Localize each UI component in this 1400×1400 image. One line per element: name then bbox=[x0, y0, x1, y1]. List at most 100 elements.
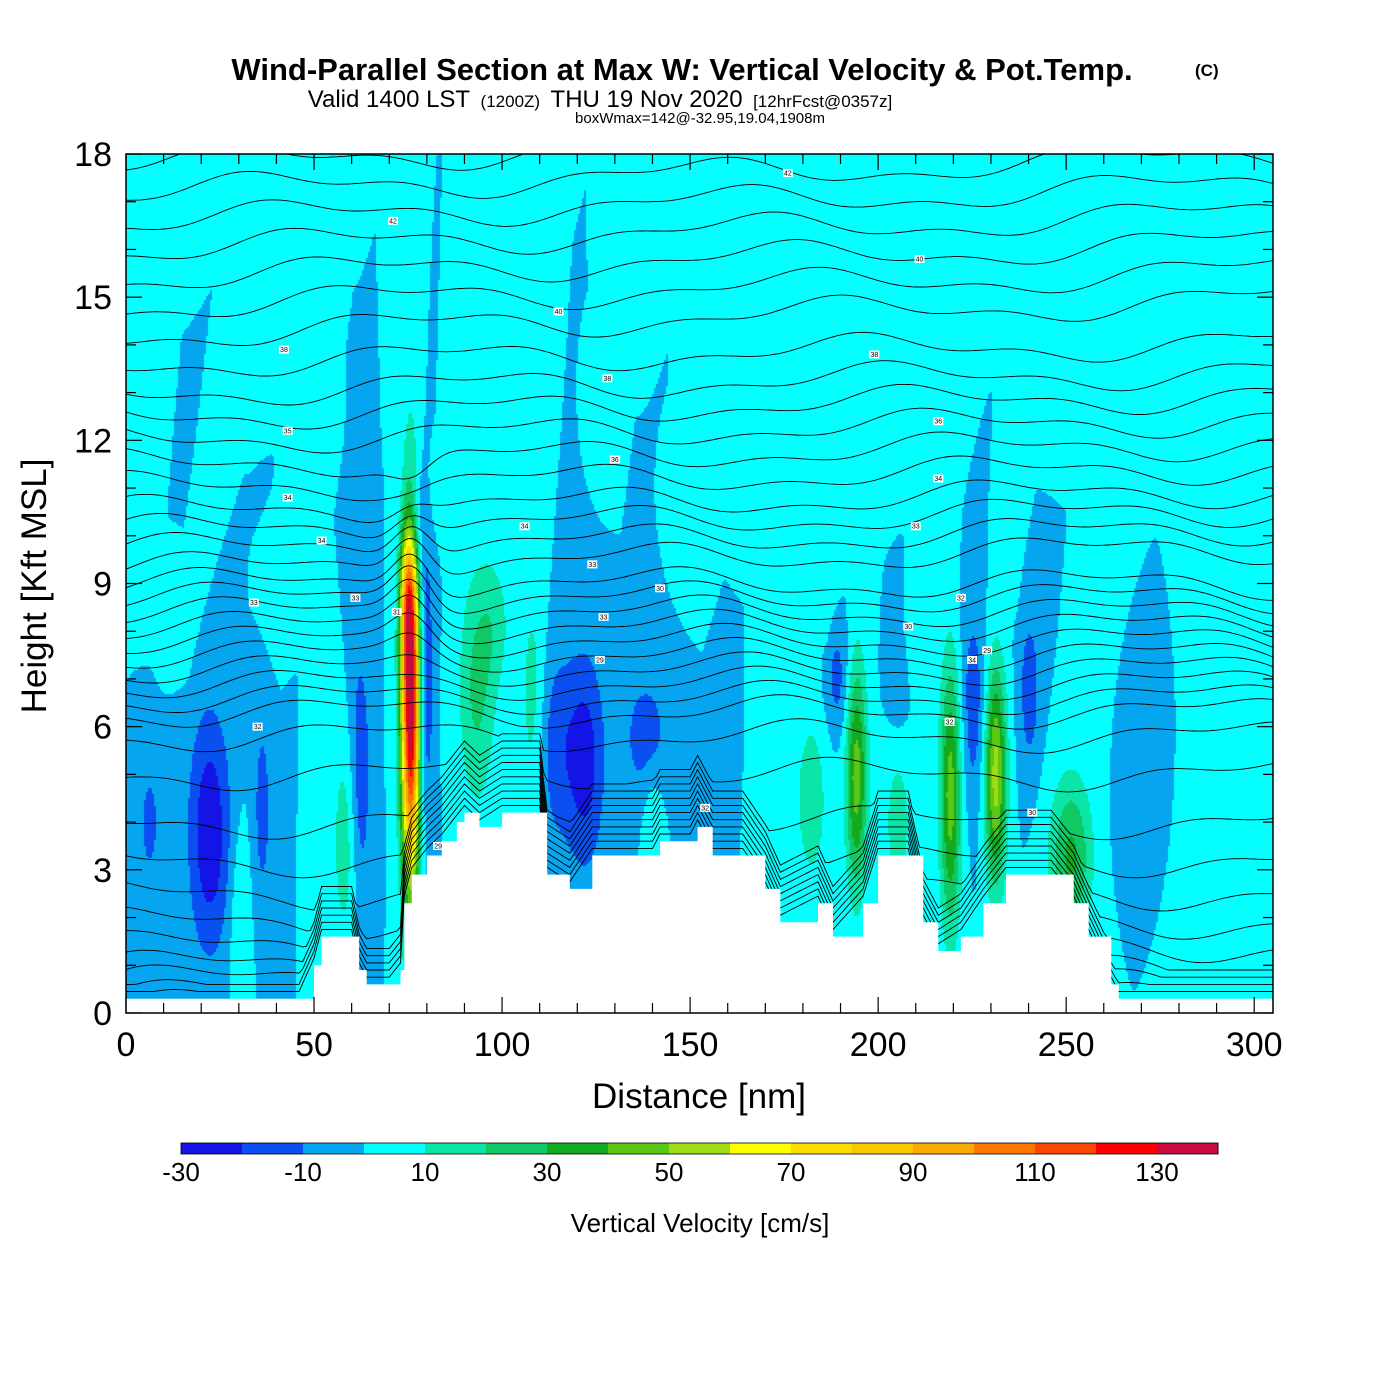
valid-time-subtitle: Valid 1400 LST (1200Z) THU 19 Nov 2020 [… bbox=[308, 86, 892, 113]
contour-label: 30 bbox=[656, 586, 664, 593]
contour-label: 29 bbox=[434, 843, 442, 850]
contour-label: 32 bbox=[254, 724, 262, 731]
contour-label: 29 bbox=[596, 657, 604, 664]
colorbar-swatch bbox=[303, 1143, 365, 1154]
contour-label-bg bbox=[388, 216, 399, 225]
contour-label: 42 bbox=[389, 218, 397, 225]
contour-label: 38 bbox=[870, 352, 878, 359]
isentrope-line bbox=[126, 455, 1273, 502]
colorbar-tick-label: 130 bbox=[1135, 1157, 1178, 1187]
valid-time-utc: (1200Z) bbox=[481, 92, 541, 111]
contour-label-bg bbox=[598, 612, 609, 621]
potential-temperature-contours bbox=[126, 154, 1273, 992]
contour-label: 32 bbox=[701, 805, 709, 812]
contour-label: 34 bbox=[521, 524, 529, 531]
colorbar-swatch bbox=[486, 1143, 548, 1154]
colorbar-swatch bbox=[608, 1143, 670, 1154]
contour-label-bg bbox=[433, 841, 444, 850]
contour-label: 34 bbox=[284, 495, 292, 502]
copyright-mark: (C) bbox=[1195, 61, 1219, 80]
colorbar-swatch bbox=[1157, 1143, 1219, 1154]
contour-label: 33 bbox=[912, 524, 920, 531]
isentrope-line bbox=[126, 632, 1273, 673]
isentrope-line bbox=[126, 594, 1273, 645]
contour-label: 29 bbox=[983, 648, 991, 655]
isentrope-line bbox=[126, 154, 817, 171]
contour-label-bg bbox=[1027, 808, 1038, 817]
contour-label-bg bbox=[903, 622, 914, 631]
isentrope-line bbox=[126, 260, 1273, 318]
isentrope-line bbox=[126, 331, 1273, 377]
isentrope-line bbox=[126, 383, 1273, 430]
colorbar: -30 -10 10 30 50 70 90 110 130 bbox=[162, 1142, 1219, 1187]
isentrope-line bbox=[126, 553, 1273, 601]
colorbar-tick-label: 10 bbox=[411, 1157, 440, 1187]
colorbar-swatch bbox=[791, 1143, 853, 1154]
isentrope-line bbox=[126, 783, 1273, 971]
contour-label: 35 bbox=[284, 428, 292, 435]
contour-label-bg bbox=[519, 522, 530, 531]
colorbar-tick-label: -10 bbox=[284, 1157, 322, 1187]
x-tick-label: 300 bbox=[1226, 1026, 1283, 1064]
valid-time-prefix: Valid 1400 LST bbox=[308, 86, 471, 113]
contour-label-bg bbox=[700, 803, 711, 812]
contour-label: 38 bbox=[603, 376, 611, 383]
contour-label-bg bbox=[967, 655, 978, 664]
contour-label: 33 bbox=[352, 595, 360, 602]
contour-label-bg bbox=[869, 350, 880, 359]
x-tick-label: 50 bbox=[295, 1026, 333, 1064]
contour-label-bg bbox=[602, 374, 613, 383]
contour-label: 30 bbox=[1028, 810, 1036, 817]
box-max-info: boxWmax=142@-32.95,19.04,1908m bbox=[575, 110, 825, 127]
contour-label: 42 bbox=[784, 171, 792, 178]
contour-label: 30 bbox=[904, 624, 912, 631]
contour-label: 36 bbox=[611, 457, 619, 464]
contour-label-bg bbox=[955, 593, 966, 602]
contour-label: 33 bbox=[250, 600, 258, 607]
isentrope-line bbox=[126, 154, 1273, 201]
isentrope-line bbox=[126, 776, 1273, 964]
contour-label-bg bbox=[248, 598, 259, 607]
isentrope-line bbox=[126, 768, 1273, 940]
y-tick-label: 15 bbox=[74, 279, 112, 317]
isentrope-line bbox=[126, 679, 1273, 716]
y-tick-label: 12 bbox=[74, 422, 112, 460]
colorbar-swatch bbox=[242, 1143, 304, 1154]
contour-label: 33 bbox=[600, 614, 608, 621]
colorbar-tick-label: 50 bbox=[655, 1157, 684, 1187]
contour-label-bg bbox=[316, 536, 327, 545]
contour-label-bg bbox=[350, 593, 361, 602]
contour-label: 31 bbox=[393, 610, 401, 617]
contour-label-bg bbox=[587, 560, 598, 569]
isentrope-line bbox=[126, 431, 1273, 480]
colorbar-title: Vertical Velocity [cm/s] bbox=[571, 1208, 830, 1238]
isentrope-line bbox=[126, 203, 1273, 260]
contour-label: 33 bbox=[588, 562, 596, 569]
colorbar-swatch bbox=[1096, 1143, 1158, 1154]
contour-label: 38 bbox=[280, 347, 288, 354]
x-axis-label: Distance [nm] bbox=[592, 1077, 806, 1116]
valid-time-date: THU 19 Nov 2020 bbox=[551, 86, 743, 113]
colorbar-swatch bbox=[974, 1143, 1036, 1154]
isentrope-line bbox=[126, 231, 1273, 289]
isentrope-line bbox=[126, 747, 1273, 841]
y-tick-label: 18 bbox=[74, 136, 112, 174]
contour-label-bg bbox=[609, 455, 620, 464]
y-tick-label: 9 bbox=[93, 566, 112, 604]
isentrope-line bbox=[126, 290, 1273, 346]
isentrope-line bbox=[126, 537, 1273, 575]
terrain-mask bbox=[126, 812, 1273, 1013]
x-tick-label: 100 bbox=[474, 1026, 531, 1064]
isentrope-line bbox=[126, 761, 1273, 912]
contour-label: 40 bbox=[916, 256, 924, 263]
isentrope-line bbox=[126, 407, 1273, 454]
colorbar-swatch bbox=[547, 1143, 609, 1154]
isentrope-line bbox=[126, 754, 1273, 879]
chart-title: Wind-Parallel Section at Max W: Vertical… bbox=[231, 52, 1132, 87]
isentrope-line bbox=[126, 360, 1273, 406]
y-tick-label: 3 bbox=[93, 852, 112, 890]
isentrope-line bbox=[126, 718, 1273, 754]
colorbar-swatch bbox=[1035, 1143, 1097, 1154]
contour-label-bg bbox=[914, 254, 925, 263]
